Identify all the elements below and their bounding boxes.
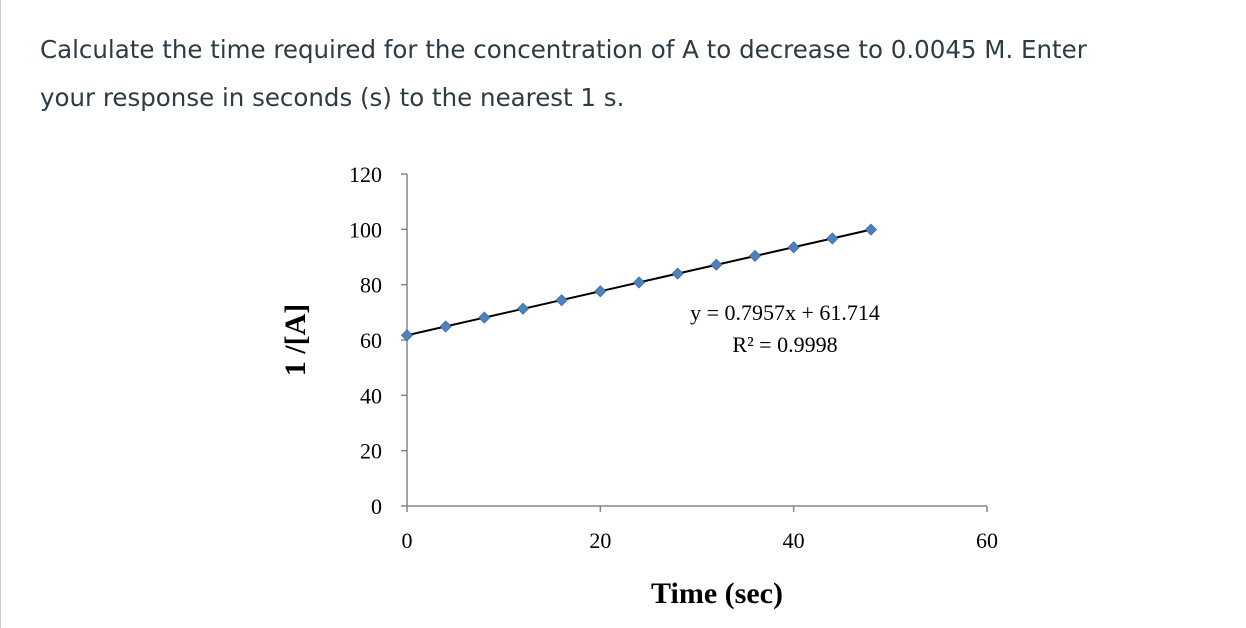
y-tick-label: 20	[360, 439, 382, 464]
trendline-equation: y = 0.7957x + 61.714	[690, 300, 880, 325]
data-point	[478, 311, 491, 324]
data-point	[516, 302, 530, 315]
trendline-r-squared: R² = 0.9998	[732, 332, 837, 357]
y-tick-label: 80	[360, 273, 382, 298]
data-point	[594, 285, 607, 298]
x-tick-label: 0	[402, 528, 413, 553]
question-line-1: Calculate the time required for the conc…	[40, 35, 1087, 64]
y-tick-label: 40	[360, 383, 382, 408]
question-line-2: your response in seconds (s) to the near…	[40, 83, 625, 112]
data-point	[787, 241, 800, 254]
x-tick-label: 20	[589, 528, 611, 553]
y-tick-label: 100	[349, 217, 382, 242]
data-points	[400, 223, 878, 342]
y-tick-label: 0	[371, 494, 382, 519]
y-tick-label: 60	[360, 328, 382, 353]
data-point	[439, 320, 452, 333]
data-point	[710, 258, 723, 271]
left-border	[0, 0, 1, 628]
x-tick-label: 60	[976, 528, 998, 553]
axis-labels: 0 20 40 60 80 100 120 0 20 40 60	[349, 162, 998, 553]
data-point	[864, 223, 878, 236]
data-point	[400, 329, 414, 342]
data-point	[632, 276, 646, 289]
y-tick-label: 120	[349, 162, 382, 187]
data-point	[671, 267, 684, 280]
data-point	[555, 294, 568, 307]
data-point	[748, 249, 762, 262]
x-axis-title: Time (sec)	[651, 577, 783, 610]
data-point	[826, 232, 839, 245]
plot-axes	[401, 173, 988, 512]
y-axis-title: 1 /[A]	[279, 304, 312, 376]
x-tick-label: 40	[783, 528, 805, 553]
question-text: Calculate the time required for the conc…	[40, 26, 1240, 122]
